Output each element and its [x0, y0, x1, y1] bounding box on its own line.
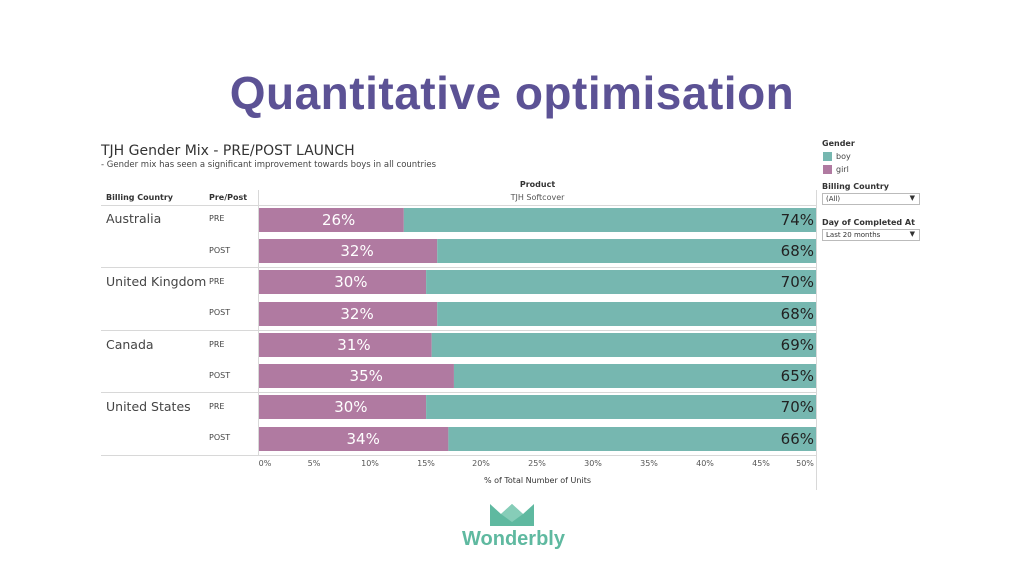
brand-wordmark: Wonderbly	[462, 528, 565, 550]
data-label-boy: 69%	[781, 336, 814, 354]
prepost-header: Pre/Post	[209, 193, 248, 202]
x-tick-label: 35%	[640, 459, 658, 468]
x-tick-label: 50%	[796, 459, 814, 468]
legend-swatch-boy	[823, 152, 832, 161]
product-value: TJH Softcover	[510, 193, 565, 202]
country-label-united-kingdom: United Kingdom	[106, 274, 207, 289]
axis-line	[101, 455, 816, 456]
data-label-girl: 31%	[337, 336, 370, 354]
group-divider	[101, 267, 816, 268]
data-label-girl: 34%	[346, 430, 379, 448]
bar-girl[interactable]	[259, 208, 404, 232]
billing-country-dropdown[interactable]: (All) ▼	[822, 193, 920, 205]
bar-boy[interactable]	[431, 333, 816, 357]
slide-title: Quantitative optimisation	[229, 67, 795, 119]
period-label: POST	[209, 371, 231, 380]
legend-label: girl	[836, 165, 849, 174]
header-divider	[101, 205, 816, 206]
data-label-girl: 30%	[334, 273, 367, 291]
bar-boy[interactable]	[426, 270, 816, 294]
x-tick-label: 15%	[417, 459, 435, 468]
plot-left-border	[258, 190, 259, 455]
dropdown-value: Last 20 months	[826, 231, 881, 239]
bar-boy[interactable]	[448, 427, 816, 451]
bar-boy[interactable]	[426, 395, 816, 419]
data-label-boy: 70%	[781, 398, 814, 416]
wonderbly-crown-icon	[490, 504, 534, 526]
dropdown-value: (All)	[826, 195, 841, 203]
period-label: POST	[209, 246, 231, 255]
period-label: PRE	[209, 214, 225, 223]
x-tick-label: 20%	[472, 459, 490, 468]
data-label-girl: 35%	[350, 367, 383, 385]
data-label-girl: 32%	[340, 305, 373, 323]
data-label-boy: 66%	[781, 430, 814, 448]
country-label-canada: Canada	[106, 337, 154, 352]
plot-right-border	[816, 190, 817, 490]
bar-girl[interactable]	[259, 270, 427, 294]
x-tick-label: 45%	[752, 459, 770, 468]
country-label-united-states: United States	[106, 399, 191, 414]
group-divider	[101, 392, 816, 393]
bar-girl[interactable]	[259, 302, 438, 326]
data-label-girl: 30%	[334, 398, 367, 416]
bar-girl[interactable]	[259, 395, 427, 419]
x-tick-label: 5%	[307, 459, 321, 468]
x-axis-title: % of Total Number of Units	[483, 476, 591, 485]
x-tick-label: 0%	[258, 459, 272, 468]
legend-item-girl[interactable]: girl	[823, 165, 849, 174]
product-header: Product	[519, 180, 556, 189]
bar-girl[interactable]	[259, 427, 449, 451]
billing-country-header: Billing Country	[106, 193, 174, 202]
data-label-boy: 68%	[781, 242, 814, 260]
group-divider	[101, 330, 816, 331]
bar-boy[interactable]	[437, 302, 816, 326]
filter-title-day-completed: Day of Completed At	[822, 218, 915, 227]
period-label: POST	[209, 308, 231, 317]
bar-boy[interactable]	[437, 239, 816, 263]
bar-boy[interactable]	[403, 208, 816, 232]
period-label: PRE	[209, 340, 225, 349]
dropdown-arrow-icon: ▼	[909, 230, 915, 238]
legend-item-boy[interactable]: boy	[823, 152, 851, 161]
data-label-girl: 26%	[322, 211, 355, 229]
data-label-boy: 68%	[781, 305, 814, 323]
bar-girl[interactable]	[259, 239, 438, 263]
legend-title: Gender	[822, 139, 855, 148]
legend-swatch-girl	[823, 165, 832, 174]
viz-subtitle: - Gender mix has seen a significant impr…	[101, 160, 437, 170]
period-label: PRE	[209, 277, 225, 286]
bar-girl[interactable]	[259, 364, 454, 388]
period-label: PRE	[209, 402, 225, 411]
period-label: POST	[209, 433, 231, 442]
data-label-girl: 32%	[340, 242, 373, 260]
x-tick-label: 30%	[584, 459, 602, 468]
bar-boy[interactable]	[453, 364, 816, 388]
x-tick-label: 10%	[361, 459, 379, 468]
data-label-boy: 70%	[781, 273, 814, 291]
country-label-australia: Australia	[106, 211, 162, 226]
legend-label: boy	[836, 152, 851, 161]
viz-title: TJH Gender Mix - PRE/POST LAUNCH	[101, 143, 355, 159]
filter-title-billing-country: Billing Country	[822, 182, 890, 191]
x-tick-label: 40%	[696, 459, 714, 468]
data-label-boy: 65%	[781, 367, 814, 385]
data-label-boy: 74%	[781, 211, 814, 229]
day-completed-dropdown[interactable]: Last 20 months ▼	[822, 229, 920, 241]
bar-girl[interactable]	[259, 333, 432, 357]
x-tick-label: 25%	[528, 459, 546, 468]
dropdown-arrow-icon: ▼	[909, 194, 915, 202]
